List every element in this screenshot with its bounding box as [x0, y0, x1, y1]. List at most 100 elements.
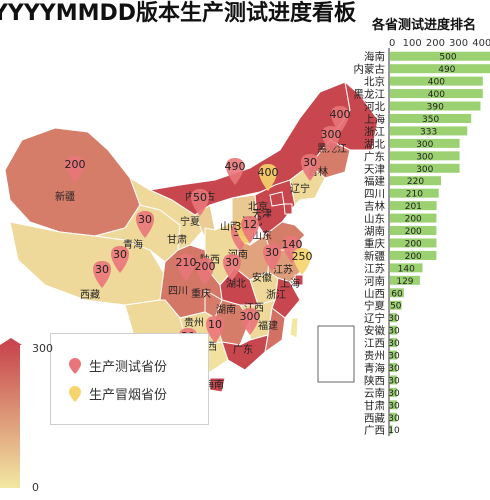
province-广东[interactable] — [221, 334, 269, 371]
legend-label-test: 生产测试省份 — [89, 360, 168, 375]
province-上海[interactable] — [294, 274, 304, 286]
province-海南[interactable] — [209, 377, 226, 393]
bar-江苏[interactable] — [390, 263, 423, 273]
map-pin-marker[interactable]: 250 — [292, 248, 313, 275]
bar-广东[interactable] — [390, 151, 460, 161]
province-黑龙江[interactable] — [329, 80, 379, 151]
bar-黑龙江[interactable] — [390, 89, 483, 99]
bar-湖南[interactable] — [390, 226, 437, 236]
province-name-label: 天津 — [252, 208, 272, 220]
visual-map-max-label: 300 — [32, 342, 53, 355]
map-pin-marker[interactable]: 490 — [225, 158, 246, 185]
map-pin-marker[interactable]: 200 — [65, 156, 86, 183]
bar-value-label: 30 — [388, 389, 400, 399]
province-name-label: 福建 — [258, 319, 278, 332]
bar-云南[interactable] — [390, 387, 397, 397]
province-name-label: 新疆 — [55, 190, 75, 203]
map-pin-icon — [69, 385, 81, 402]
bar-湖北[interactable] — [390, 138, 460, 148]
province-name-label: 安徽 — [252, 271, 272, 284]
bar-广西[interactable] — [390, 425, 393, 435]
map-pin-value: 400 — [330, 108, 351, 121]
bar-value-label: 140 — [398, 264, 415, 274]
bar-福建[interactable] — [390, 176, 442, 186]
map-pin-marker[interactable]: 30 — [263, 244, 281, 271]
map-pin-marker[interactable]: 30 — [136, 211, 154, 238]
bar-value-label: 30 — [388, 401, 400, 411]
bar-天津[interactable] — [390, 163, 460, 173]
visual-map-handle-top[interactable] — [0, 338, 22, 345]
bar-浙江[interactable] — [390, 126, 468, 136]
map-pin-marker[interactable]: 10 — [206, 316, 224, 343]
bar-axis-tick-label: 300 — [449, 38, 468, 49]
bar-上海[interactable] — [390, 113, 472, 123]
visual-map-min-label: 0 — [32, 481, 39, 494]
bar-海南[interactable] — [390, 51, 490, 61]
bar-贵州[interactable] — [390, 350, 397, 360]
bar-category-label: 云南 — [364, 386, 385, 399]
bar-山西[interactable] — [390, 288, 404, 298]
map-pin-marker[interactable]: 200 — [195, 258, 216, 285]
map-pin-marker[interactable]: 50 — [191, 189, 209, 216]
bar-四川[interactable] — [390, 188, 439, 198]
bar-category-label: 湖南 — [364, 225, 385, 238]
bar-value-label: 350 — [422, 115, 439, 125]
map-legend: 生产测试省份 生产冒烟省份 — [50, 333, 209, 425]
legend-item-test[interactable]: 生产测试省份 — [69, 356, 167, 375]
bar-value-label: 300 — [416, 165, 433, 175]
bar-青海[interactable] — [390, 362, 397, 372]
bar-category-label: 山西 — [364, 288, 385, 300]
bar-value-label: 200 — [405, 239, 422, 249]
province-name-label: 广东 — [233, 343, 253, 356]
bar-甘肃[interactable] — [390, 400, 397, 410]
bar-河北[interactable] — [390, 101, 481, 111]
bar-吉林[interactable] — [390, 201, 437, 211]
bar-河南[interactable] — [390, 275, 420, 285]
map-pin-marker[interactable]: 210 — [176, 254, 197, 281]
bar-value-label: 200 — [405, 227, 422, 237]
map-pin-marker[interactable]: 12 — [241, 216, 259, 243]
bar-value-label: 490 — [438, 65, 455, 75]
bar-value-label: 30 — [388, 414, 400, 424]
bar-内蒙古[interactable] — [390, 64, 490, 74]
bar-category-label: 陕西 — [364, 374, 385, 387]
bar-陕西[interactable] — [390, 375, 397, 385]
province-name-label: 湖北 — [226, 278, 246, 290]
province-name-label: 贵州 — [184, 316, 204, 329]
bar-山东[interactable] — [390, 213, 437, 223]
province-天津[interactable] — [283, 203, 293, 215]
bar-辽宁[interactable] — [390, 313, 397, 323]
map-pin-value: 300 — [240, 310, 261, 323]
bar-category-label: 河南 — [364, 274, 385, 287]
province-name-label: 甘肃 — [167, 233, 187, 246]
bar-江西[interactable] — [390, 338, 397, 348]
bar-category-label: 青海 — [364, 361, 385, 374]
bar-value-label: 129 — [396, 277, 413, 287]
bar-安徽[interactable] — [390, 325, 397, 335]
bar-category-label: 广东 — [364, 150, 385, 163]
bar-category-label: 福建 — [364, 175, 385, 188]
map-pin-marker[interactable]: 300 — [240, 308, 261, 335]
map-pin-marker[interactable]: 300 — [321, 126, 342, 153]
bar-category-label: 海南 — [364, 50, 385, 63]
bar-category-label: 贵州 — [364, 349, 385, 362]
province-taiwan[interactable] — [289, 317, 299, 339]
map-pin-value: 250 — [292, 250, 313, 263]
bar-北京[interactable] — [390, 76, 483, 86]
map-pin-marker[interactable]: 30 — [93, 261, 111, 288]
bar-value-label: 300 — [416, 140, 433, 150]
legend-item-smoke[interactable]: 生产冒烟省份 — [69, 384, 167, 403]
bar-新疆[interactable] — [390, 250, 437, 260]
map-pin-value: 30 — [303, 156, 317, 169]
map-pin-marker[interactable]: 400 — [330, 106, 351, 133]
bar-重庆[interactable] — [390, 238, 437, 248]
map-pin-marker[interactable]: 400 — [258, 164, 279, 191]
map-pin-marker[interactable]: 30 — [301, 154, 319, 181]
map-pin-marker[interactable]: 30 — [111, 246, 129, 273]
visual-map-gradient[interactable] — [0, 345, 20, 488]
map-pin-marker[interactable]: 30 — [223, 254, 241, 281]
bar-西藏[interactable] — [390, 412, 397, 422]
bar-宁夏[interactable] — [390, 300, 402, 310]
bar-axis-tick-label: 0 — [389, 38, 395, 49]
